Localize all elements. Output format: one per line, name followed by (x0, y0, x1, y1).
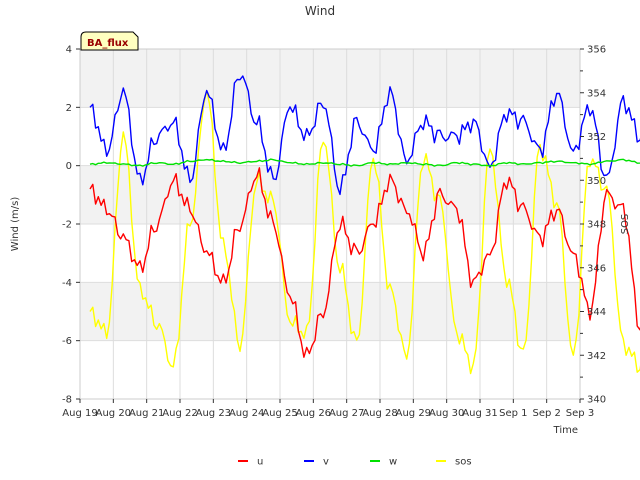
y2-tick-label: 340 (587, 395, 606, 406)
background-bands (80, 49, 580, 341)
x-tick-label: Aug 21 (129, 408, 164, 419)
x-tick-label: Sep 2 (532, 408, 560, 419)
x-tick-label: Aug 26 (296, 408, 331, 419)
y2-tick-label: 348 (587, 220, 606, 231)
y2-tick-label: 350 (587, 176, 606, 187)
y-tick-label: 4 (66, 45, 72, 56)
y-tick-label: -2 (62, 220, 72, 231)
legend-label-v: v (323, 457, 329, 468)
y-tick-label: 2 (66, 103, 72, 114)
y-tick-label: -8 (62, 395, 72, 406)
x-tick-label: Aug 27 (329, 408, 364, 419)
x-tick-label: Aug 31 (462, 408, 497, 419)
y2-tick-label: 352 (587, 132, 606, 143)
x-tick-label: Aug 25 (262, 408, 297, 419)
y-tick-label: -6 (62, 336, 72, 347)
x-tick-label: Aug 30 (429, 408, 464, 419)
series-w-line (89, 158, 640, 167)
x-tick-label: Aug 29 (396, 408, 431, 419)
x-tick-label: Aug 28 (362, 408, 397, 419)
x-tick-label: Sep 3 (566, 408, 594, 419)
y2-tick-label: 344 (587, 307, 606, 318)
badge-label: BA_flux (87, 38, 129, 49)
y2-tick-label: 346 (587, 263, 606, 274)
x-tick-label: Sep 1 (499, 408, 527, 419)
y-tick-label: 0 (66, 161, 72, 172)
site-badge: BA_flux (80, 31, 139, 51)
series-sos-line (89, 89, 640, 375)
y2-tick-label: 356 (587, 45, 606, 56)
right-axis: 340 342 344 346 348 350 352 354 356 (580, 45, 606, 406)
left-axis: -8 -6 -4 -2 0 2 4 (62, 45, 80, 406)
y-tick-label: -4 (62, 278, 72, 289)
gridlines (79, 48, 581, 400)
y2-tick-label: 354 (587, 88, 606, 99)
y-axis-label: Wind (m/s) (10, 197, 21, 252)
legend-label-w: w (389, 457, 397, 468)
x-tick-label: Aug 20 (96, 408, 131, 419)
x-tick-label: Aug 23 (196, 408, 231, 419)
band--6--4 (80, 282, 580, 341)
x-tick-label: Aug 24 (229, 408, 264, 419)
badge-box (80, 31, 139, 51)
legend-label-u: u (257, 457, 263, 468)
x-tick-label: Aug 19 (62, 408, 97, 419)
series-v-line (89, 75, 640, 196)
legend-label-sos: sos (455, 457, 472, 468)
series-u-line (89, 167, 640, 358)
chart-title: Wind (305, 4, 335, 18)
x-axis-label: Time (553, 425, 578, 436)
y2-tick-label: 342 (587, 351, 606, 362)
band-2-4 (80, 49, 580, 108)
y2-axis-label: SOS (620, 214, 631, 235)
series-layer (89, 75, 640, 375)
x-tick-label: Aug 22 (162, 408, 197, 419)
legend: u v w sos (238, 457, 472, 468)
